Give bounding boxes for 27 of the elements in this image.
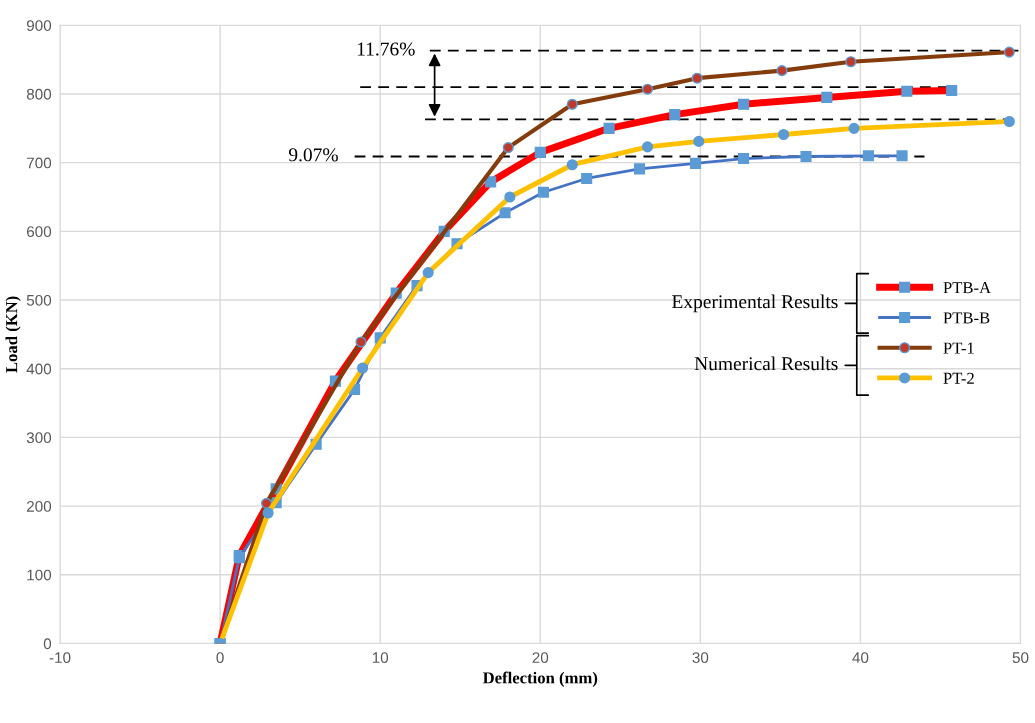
x-tick-label: 30	[692, 652, 709, 664]
legend-label: PTB-B	[943, 312, 990, 324]
y-tick-label: 800	[26, 88, 52, 100]
x-tick-label: 0	[216, 652, 224, 664]
annotation: Experimental Results	[672, 294, 838, 313]
x-tick-label: 50	[1012, 652, 1029, 664]
y-axis-title: Load (KN)	[5, 296, 21, 373]
y-tick-label: 700	[26, 157, 52, 169]
y-tick-label: 100	[27, 569, 52, 581]
annotation: 9.07%	[288, 148, 338, 162]
y-tick-label: 900	[26, 20, 52, 31]
y-tick-label: 600	[26, 226, 52, 238]
x-tick-label: -10	[49, 652, 71, 664]
annotation: Numerical Results	[694, 356, 838, 371]
legend-label: PT-2	[943, 372, 974, 384]
x-tick-label: 40	[852, 652, 869, 664]
y-tick-label: 400	[26, 363, 52, 375]
y-tick-label: 300	[26, 432, 52, 444]
x-tick-label: 20	[532, 652, 549, 664]
x-axis-title: Deflection (mm)	[482, 671, 598, 687]
legend-label: PTB-A	[943, 282, 991, 294]
x-tick-label: 10	[372, 652, 389, 664]
y-tick-label: 500	[26, 294, 52, 306]
y-tick-label: 0	[43, 638, 52, 650]
annotation: 11.76%	[357, 42, 415, 56]
legend-label: PT-1	[943, 342, 974, 354]
y-tick-label: 200	[26, 500, 52, 512]
